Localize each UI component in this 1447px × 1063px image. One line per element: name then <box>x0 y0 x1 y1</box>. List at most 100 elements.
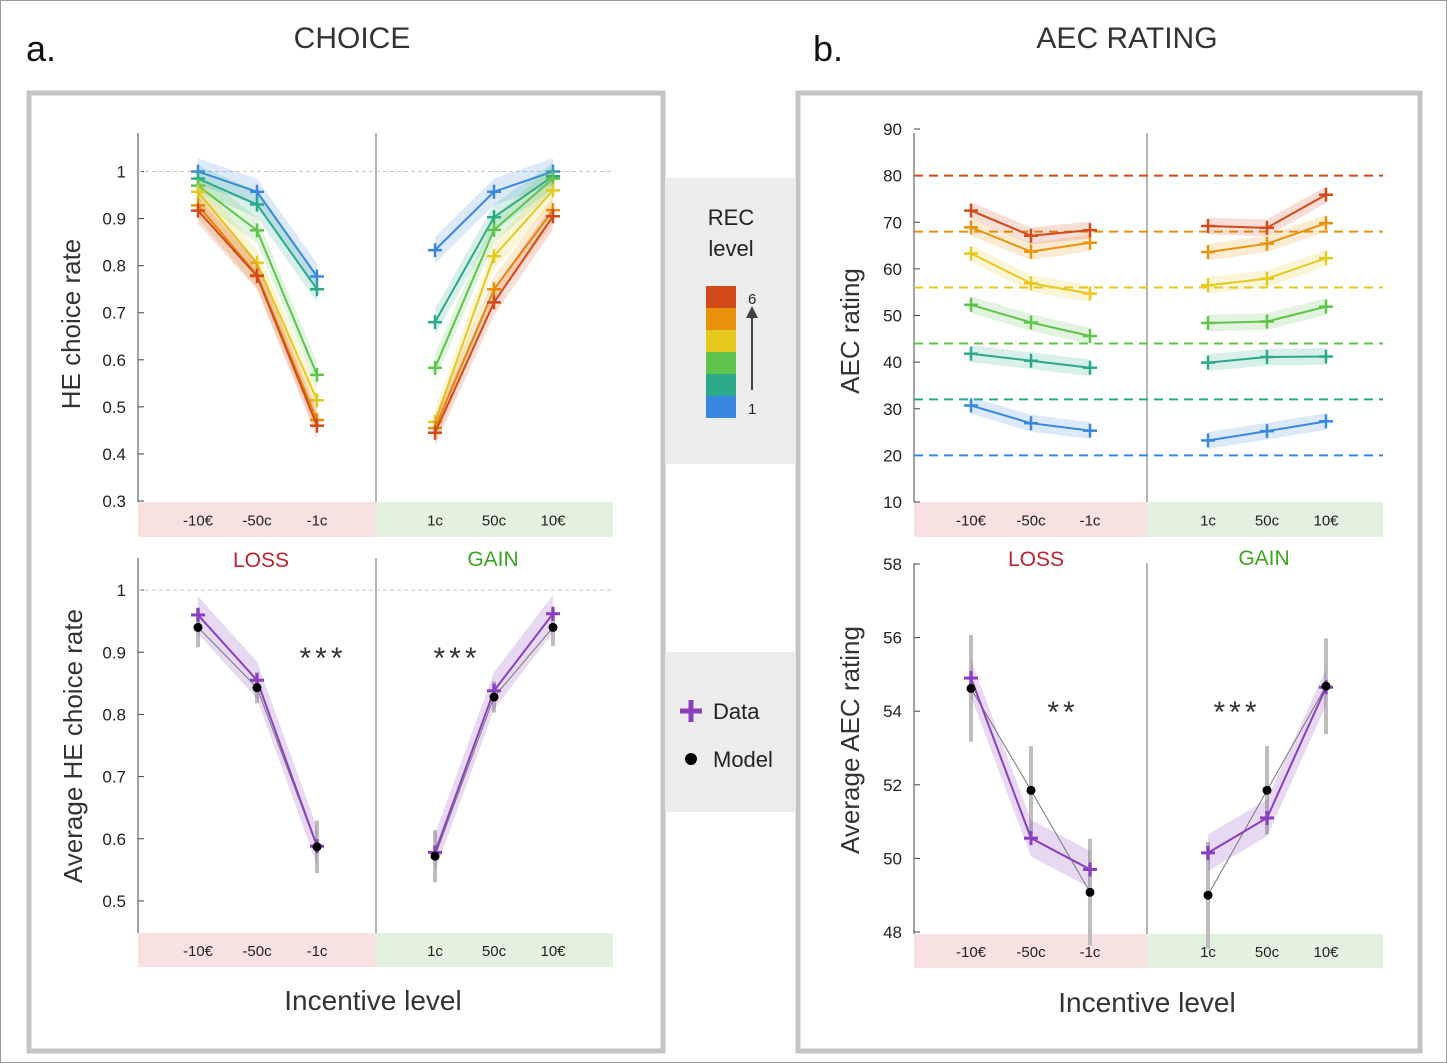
model-legend-marker <box>685 753 697 765</box>
y-tick-label: 1 <box>117 581 126 600</box>
x-tick-label: -50c <box>1016 944 1046 961</box>
model-point <box>193 622 203 632</box>
gain-band <box>376 502 613 537</box>
series-2-point <box>1260 349 1274 364</box>
loss-significance: *** <box>299 642 346 675</box>
y-tick-label: 50 <box>883 307 902 326</box>
y-tick-label: 0.4 <box>102 445 126 464</box>
series-3-point <box>310 367 324 382</box>
data-point <box>964 671 978 686</box>
y-tick-label: 0.5 <box>102 892 126 911</box>
y-tick-label: 0.9 <box>102 210 126 229</box>
y-tick-label: 0.6 <box>102 830 126 849</box>
rec-legend-arrowhead <box>746 306 758 318</box>
x-tick-label: -10€ <box>183 513 214 530</box>
panel-a-title: CHOICE <box>294 22 411 55</box>
x-tick-label: 50c <box>482 513 507 530</box>
series-6-point <box>310 418 324 433</box>
series-3-point <box>546 171 560 186</box>
panel-b-title: AEC RATING <box>1036 22 1217 55</box>
series-4-point <box>310 393 324 408</box>
panel-a-gain-heading: GAIN <box>467 548 518 571</box>
series-1-point <box>310 269 324 284</box>
series-3-point <box>428 360 442 375</box>
series-1-point <box>1260 424 1274 439</box>
rec-legend-swatches <box>706 286 736 418</box>
panel-a-letter: a. <box>26 28 56 69</box>
loss-band <box>138 502 376 537</box>
loss-band <box>914 502 1147 537</box>
series-2-point <box>310 282 324 297</box>
data-point <box>1024 831 1038 846</box>
series-2-point <box>1319 349 1333 364</box>
aec-bottom-ylabel: Average AEC rating <box>835 626 865 854</box>
model-point <box>966 683 976 693</box>
model-legend-label: Model <box>713 747 773 772</box>
x-tick-label: -10€ <box>956 513 987 530</box>
data-point <box>1201 845 1215 860</box>
series-3-point <box>1260 314 1274 329</box>
series-5-point <box>1083 235 1097 250</box>
series-3-point <box>250 223 264 238</box>
gain-band <box>376 933 613 967</box>
data-loss-band <box>198 596 317 865</box>
model-legend-box <box>665 652 796 812</box>
rec-swatch-3 <box>706 352 736 374</box>
rec-legend-title-1: REC <box>708 205 755 230</box>
series-6-gain-band <box>1208 186 1326 237</box>
series-6-point <box>487 295 501 310</box>
model-point <box>1321 681 1331 691</box>
series-4-point <box>1083 286 1097 301</box>
series-2-point <box>1083 360 1097 375</box>
series-3-point <box>1024 315 1038 330</box>
series-6-point <box>428 425 442 440</box>
rec-swatch-2 <box>706 374 736 396</box>
series-3-point <box>1319 299 1333 314</box>
series-3-point <box>487 222 501 237</box>
series-6-point <box>1319 187 1333 202</box>
rec-swatch-4 <box>706 330 736 352</box>
model-point <box>1026 785 1036 795</box>
data-gain-band <box>1208 668 1326 872</box>
series-5-loss-band <box>971 218 1090 261</box>
panel-b-letter: b. <box>813 28 843 69</box>
loss-significance: ** <box>1047 696 1078 729</box>
model-point <box>1085 887 1095 897</box>
series-3-point <box>1083 329 1097 344</box>
y-tick-label: 0.6 <box>102 351 126 370</box>
x-tick-label: -10€ <box>183 943 214 960</box>
gain-significance: *** <box>1213 696 1260 729</box>
series-2-point <box>964 346 978 361</box>
x-tick-label: -50c <box>242 513 272 530</box>
series-1-gain-band <box>435 158 553 264</box>
series-1-point <box>1201 433 1215 448</box>
series-4-loss-band <box>198 178 317 414</box>
rec-swatch-5 <box>706 308 736 330</box>
series-4-point <box>1260 271 1274 286</box>
panel-a-xlabel: Incentive level <box>284 985 461 1016</box>
panel-a-loss-heading: LOSS <box>233 549 289 572</box>
choice-bottom-chart: 0.5 0.6 0.7 0.8 0.9 1 -10€ -50c -1c 1c 50c 10€ *** **… <box>102 558 613 967</box>
series-4-point <box>191 184 205 199</box>
x-tick-label: 10€ <box>1313 944 1339 961</box>
model-point <box>1262 785 1272 795</box>
y-tick-label: 10 <box>883 493 902 512</box>
data-point <box>546 606 560 621</box>
x-tick-label: -50c <box>1016 513 1046 530</box>
series-1-point <box>487 184 501 199</box>
y-tick-label: 58 <box>883 555 902 574</box>
y-tick-label: 0.7 <box>102 768 126 787</box>
series-6-point <box>191 203 205 218</box>
choice-top-ylabel: HE choice rate <box>56 239 86 410</box>
y-tick-label: 0.7 <box>102 304 126 323</box>
series-6-point <box>1024 228 1038 243</box>
gain-band <box>1147 502 1383 537</box>
series-6-point <box>546 209 560 224</box>
rec-legend-high: 6 <box>748 291 756 308</box>
series-5-point <box>487 282 501 297</box>
model-point <box>1203 890 1213 900</box>
series-6-gain-band <box>435 203 553 446</box>
y-tick-label: 90 <box>883 120 902 139</box>
